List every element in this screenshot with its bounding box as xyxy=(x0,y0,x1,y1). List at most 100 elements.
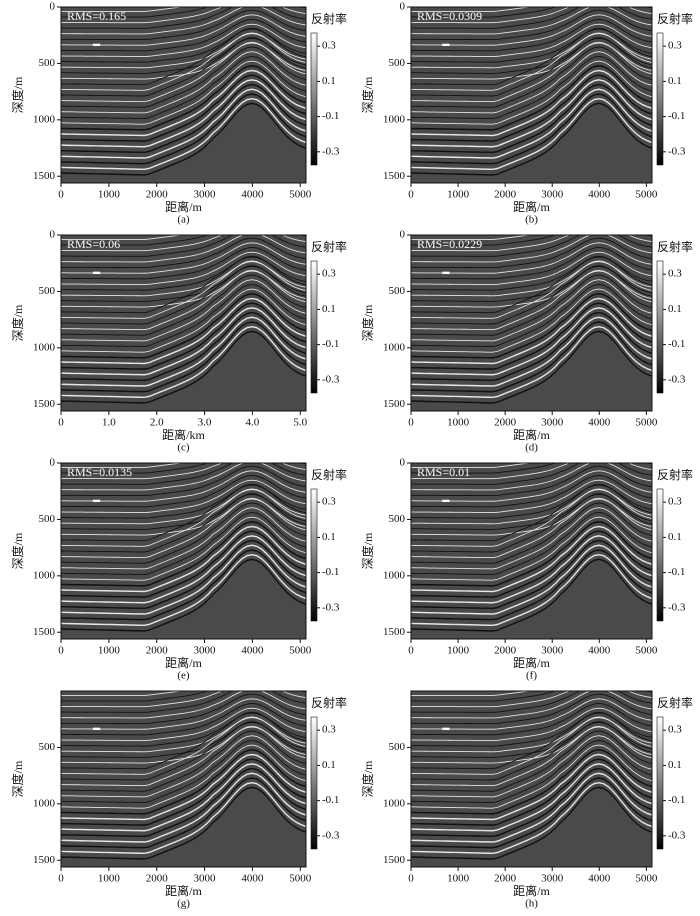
x-tick-label: 5000 xyxy=(289,645,312,657)
x-tick-label: 3000 xyxy=(194,645,217,657)
colorbar-tick-label: -0.3 xyxy=(668,829,686,841)
panel: 0 1000 2000 3000 4000 5000 500 1000 1500 距离/m 深度/m… xyxy=(360,690,693,910)
panel: RMS=0.06 0 1.0 2.0 3.0 4.0 5.0 0 500 1000 1500 距离/k… xyxy=(10,229,347,454)
annotation: RMS=0.0229 xyxy=(417,237,482,251)
colorbar-tick-label: -0.3 xyxy=(668,373,686,385)
y-axis-label: 深度/m xyxy=(360,532,375,569)
x-tick-label: 1000 xyxy=(98,873,121,885)
x-tick-label: 4000 xyxy=(588,417,611,429)
plot-frame xyxy=(60,234,307,412)
x-tick-label: 1000 xyxy=(447,417,470,429)
x-axis-label: 距离/m xyxy=(165,883,202,898)
colorbar-tick-label: 0.3 xyxy=(668,724,682,736)
colorbar-tick-label: -0.1 xyxy=(322,566,339,578)
y-tick-label: 1000 xyxy=(383,797,406,809)
x-tick-label: 5000 xyxy=(289,873,312,885)
panel: RMS=0.0229 0 1000 2000 3000 4000 5000 0 500 1000 1… xyxy=(360,229,693,454)
y-axis-label: 深度/m xyxy=(360,304,375,341)
x-tick-label: 1000 xyxy=(447,189,470,201)
y-tick-label: 0 xyxy=(50,229,56,241)
x-tick-label: 4000 xyxy=(588,189,611,201)
y-tick-label: 1500 xyxy=(383,398,406,410)
x-tick-label: 1000 xyxy=(98,645,121,657)
colorbar-tick-label: -0.1 xyxy=(668,338,685,350)
x-tick-label: 5000 xyxy=(635,189,658,201)
colorbar-tick-label: -0.3 xyxy=(668,145,686,157)
x-tick-label: 4000 xyxy=(241,645,264,657)
colorbar-title: 反射率 xyxy=(657,239,693,254)
y-tick-label: 1000 xyxy=(33,569,56,581)
x-tick-label: 1.0 xyxy=(102,417,116,429)
colorbar-title: 反射率 xyxy=(311,11,347,26)
panel-label: (b) xyxy=(525,214,538,226)
plot-frame xyxy=(60,462,307,640)
colorbar-tick-label: -0.3 xyxy=(668,601,686,613)
x-tick-label: 0 xyxy=(58,645,64,657)
x-tick-label: 0 xyxy=(58,873,64,885)
x-tick-label: 3000 xyxy=(541,189,564,201)
x-tick-label: 0 xyxy=(58,189,64,201)
colorbar-tick-label: -0.1 xyxy=(668,794,685,806)
colorbar-tick-label: -0.3 xyxy=(322,145,340,157)
colorbar-tick-label: 0.3 xyxy=(322,40,336,52)
y-axis-label: 深度/m xyxy=(10,76,25,113)
colorbar-tick-label: -0.1 xyxy=(668,566,685,578)
x-tick-label: 4.0 xyxy=(246,417,260,429)
x-tick-label: 4000 xyxy=(241,873,264,885)
x-tick-label: 5.0 xyxy=(293,417,307,429)
y-axis-label: 深度/m xyxy=(360,760,375,797)
y-tick-label: 0 xyxy=(50,457,56,469)
colorbar-tick-label: 0.1 xyxy=(322,303,336,315)
x-tick-label: 0 xyxy=(408,645,414,657)
colorbar-title: 反射率 xyxy=(311,695,347,710)
y-tick-label: 1000 xyxy=(383,569,406,581)
colorbar-tick-label: 0.1 xyxy=(668,759,682,771)
y-tick-label: 1500 xyxy=(33,170,56,182)
x-tick-label: 4000 xyxy=(241,189,264,201)
plot-frame xyxy=(410,462,653,640)
colorbar-tick-label: 0.1 xyxy=(668,75,682,87)
y-tick-label: 1500 xyxy=(383,626,406,638)
colorbar-tick-label: 0.1 xyxy=(668,303,682,315)
colorbar-title: 反射率 xyxy=(311,467,347,482)
image xyxy=(411,691,652,867)
colorbar-tick-label: -0.1 xyxy=(322,110,339,122)
colorbar-tick-label: 0.1 xyxy=(322,75,336,87)
colorbar xyxy=(656,716,664,850)
x-tick-label: 1000 xyxy=(447,873,470,885)
x-tick-label: 4000 xyxy=(588,645,611,657)
y-tick-label: 1000 xyxy=(383,113,406,125)
y-axis-label: 深度/m xyxy=(10,760,25,797)
panel-label: (g) xyxy=(177,898,190,910)
y-tick-label: 0 xyxy=(400,229,406,241)
colorbar-tick-label: 0.3 xyxy=(322,724,336,736)
y-tick-label: 1500 xyxy=(383,170,406,182)
x-tick-label: 2000 xyxy=(494,873,517,885)
y-tick-label: 1000 xyxy=(383,341,406,353)
y-tick-label: 1500 xyxy=(33,854,56,866)
colorbar-tick-label: -0.3 xyxy=(322,829,340,841)
annotation: RMS=0.0135 xyxy=(67,465,132,479)
x-tick-label: 2000 xyxy=(494,189,517,201)
annotation: RMS=0.01 xyxy=(417,465,470,479)
colorbar-title: 反射率 xyxy=(657,695,693,710)
x-tick-label: 1000 xyxy=(98,189,121,201)
panel: RMS=0.01 0 1000 2000 3000 4000 5000 0 500 1000 150… xyxy=(360,457,693,682)
panel: RMS=0.165 0 1000 2000 3000 4000 5000 0 500 1000 15… xyxy=(10,1,347,226)
x-tick-label: 4000 xyxy=(588,873,611,885)
y-tick-label: 1000 xyxy=(33,341,56,353)
plot-frame xyxy=(60,690,307,868)
panel-label: (c) xyxy=(177,442,190,454)
colorbar-tick-label: 0.3 xyxy=(322,268,336,280)
y-tick-label: 1500 xyxy=(33,398,56,410)
x-axis-label: 距离/m xyxy=(513,199,550,214)
annotation: RMS=0.0309 xyxy=(417,9,482,23)
colorbar xyxy=(656,260,664,394)
x-tick-label: 0 xyxy=(408,873,414,885)
colorbar-tick-label: -0.1 xyxy=(322,794,339,806)
colorbar xyxy=(310,32,318,166)
annotation: RMS=0.165 xyxy=(67,9,126,23)
image xyxy=(61,7,306,183)
x-axis-label: 距离/m xyxy=(513,655,550,670)
